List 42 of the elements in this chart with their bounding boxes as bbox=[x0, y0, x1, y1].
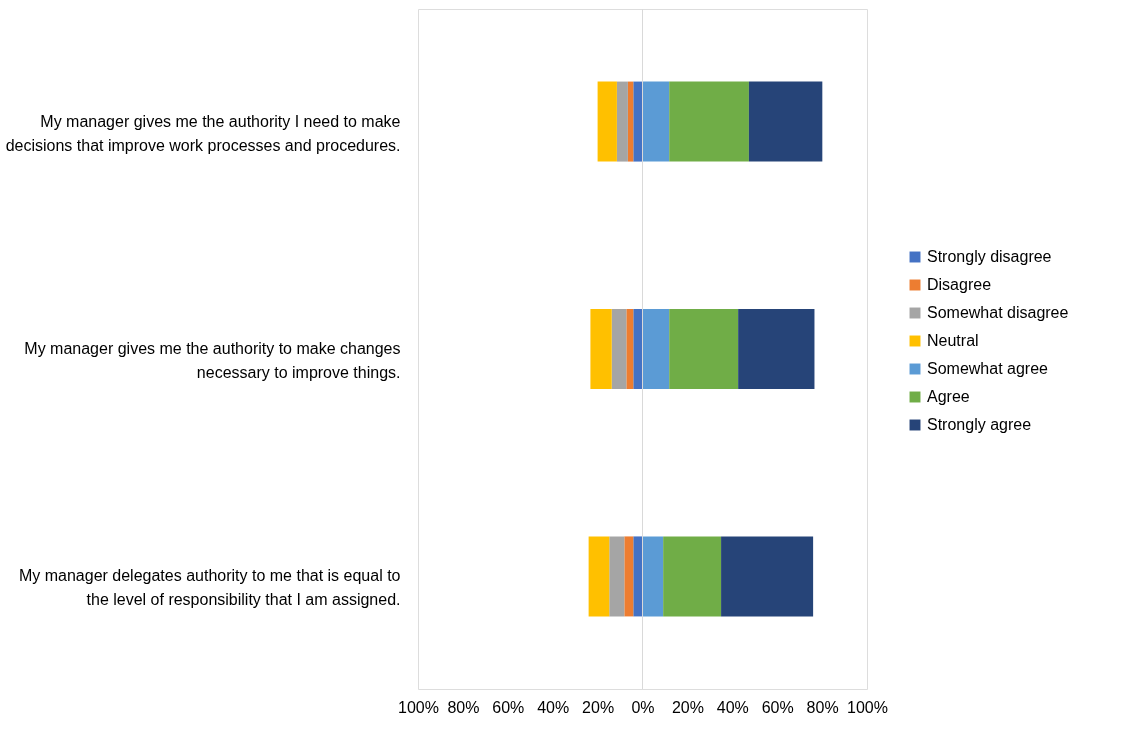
x-tick-label: 80% bbox=[806, 698, 839, 716]
x-tick-label: 100% bbox=[847, 698, 888, 716]
bar bbox=[669, 309, 739, 389]
x-tick-label: 0% bbox=[631, 698, 655, 716]
legend-label: Agree bbox=[927, 388, 970, 405]
legend-label: Somewhat disagree bbox=[927, 304, 1069, 321]
legend-label: Neutral bbox=[927, 332, 979, 349]
bar bbox=[642, 81, 670, 162]
bar bbox=[721, 536, 814, 617]
x-tick-label: 40% bbox=[716, 698, 749, 716]
bar bbox=[590, 309, 612, 389]
bar bbox=[597, 81, 617, 162]
bar bbox=[642, 309, 670, 389]
bar bbox=[616, 81, 628, 162]
bar bbox=[642, 536, 664, 617]
y-tick-label: My manager delegates authority to me that is equal to the level of responsibility that I am assigned. bbox=[18, 567, 401, 609]
bar bbox=[624, 536, 634, 617]
x-tick-label: 100% bbox=[398, 698, 439, 716]
bar bbox=[611, 309, 627, 389]
bar bbox=[669, 81, 749, 162]
bar bbox=[609, 536, 625, 617]
legend-label: Disagree bbox=[927, 276, 992, 293]
x-tick-label: 80% bbox=[447, 698, 480, 716]
bar bbox=[738, 309, 815, 389]
bar bbox=[633, 536, 643, 617]
x-tick-label: 20% bbox=[671, 698, 704, 716]
legend-label: Strongly agree bbox=[927, 416, 1032, 433]
bar bbox=[633, 309, 643, 389]
legend-label: Strongly disagree bbox=[927, 248, 1052, 265]
y-tick-label: My manager gives me the authority to make changes necessary to improve things. bbox=[24, 340, 401, 381]
bar bbox=[748, 81, 823, 162]
bar bbox=[588, 536, 610, 617]
bar bbox=[627, 81, 634, 162]
legend-label: Somewhat agree bbox=[927, 360, 1049, 377]
y-tick-label: My manager gives me the authority I need to make decisions that improve work processes and procedures. bbox=[5, 112, 401, 154]
x-tick-label: 40% bbox=[537, 698, 570, 716]
bar bbox=[663, 536, 722, 617]
x-tick-label: 60% bbox=[492, 698, 525, 716]
x-tick-label: 60% bbox=[761, 698, 794, 716]
x-tick-label: 20% bbox=[582, 698, 615, 716]
bar bbox=[626, 309, 634, 389]
bar bbox=[633, 81, 643, 162]
